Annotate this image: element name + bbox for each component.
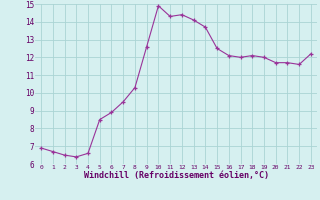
X-axis label: Windchill (Refroidissement éolien,°C): Windchill (Refroidissement éolien,°C) xyxy=(84,171,268,180)
